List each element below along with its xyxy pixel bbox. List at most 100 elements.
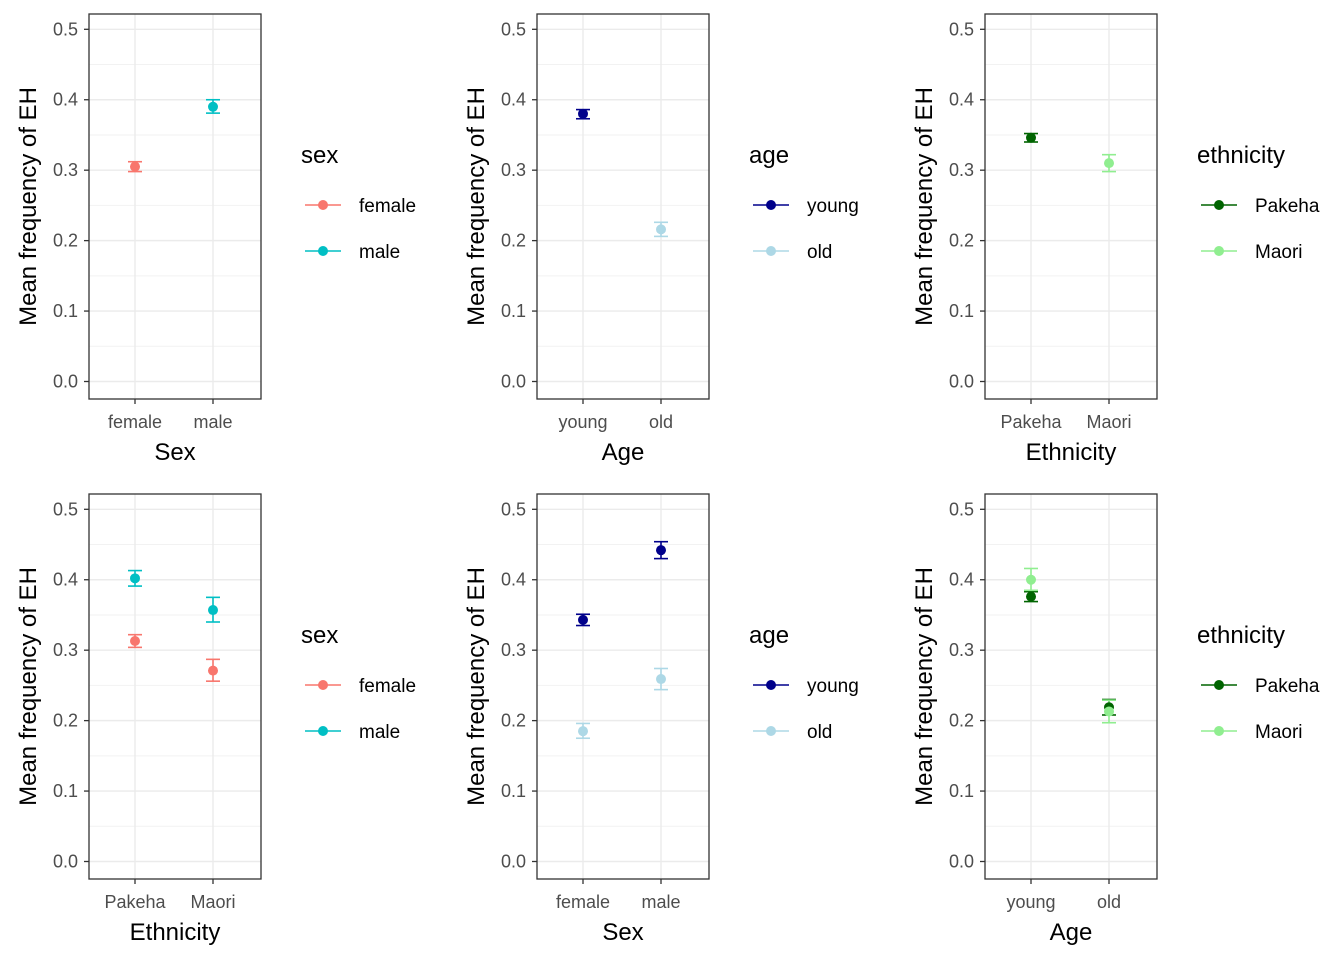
y-tick-label: 0.1 [501, 301, 526, 321]
legend-title: age [749, 142, 789, 169]
x-axis-title: Ethnicity [130, 919, 221, 946]
y-tick-label: 0.0 [949, 852, 974, 872]
y-tick-label: 0.5 [53, 499, 78, 519]
legend-title: sex [301, 622, 338, 649]
panel-border [88, 13, 262, 400]
y-tick-label: 0.0 [949, 372, 974, 392]
y-tick-label: 0.3 [53, 640, 78, 660]
y-tick-label: 0.2 [501, 231, 526, 251]
y-axis-title: Mean frequency of EH [911, 567, 938, 806]
legend-key-point-old [766, 726, 776, 736]
point-male-Maori [208, 605, 218, 616]
y-tick-label: 0.3 [501, 640, 526, 660]
y-tick-label: 0.5 [501, 499, 526, 519]
point-young-female [578, 614, 588, 625]
y-tick-label: 0.2 [949, 711, 974, 731]
panel-border [536, 493, 710, 880]
point-Pakeha-young [1026, 591, 1036, 602]
y-tick-label: 0.3 [949, 160, 974, 180]
point-male-male [208, 101, 218, 112]
y-tick-label: 0.4 [53, 90, 78, 110]
x-tick-label: old [1097, 892, 1121, 912]
y-axis-title: Mean frequency of EH [463, 87, 490, 326]
y-tick-label: 0.5 [501, 19, 526, 39]
legend-key-point-Pakeha [1214, 200, 1224, 210]
y-tick-label: 0.0 [501, 372, 526, 392]
legend-label-Pakeha: Pakeha [1255, 676, 1320, 697]
x-tick-label: young [558, 412, 607, 432]
legend-key-point-female [318, 680, 328, 690]
y-tick-label: 0.1 [501, 781, 526, 801]
x-tick-label: Maori [190, 892, 235, 912]
y-tick-label: 0.0 [501, 852, 526, 872]
y-tick-label: 0.0 [53, 852, 78, 872]
legend-label-young: young [807, 676, 859, 697]
y-tick-label: 0.1 [53, 301, 78, 321]
x-tick-label: male [641, 892, 680, 912]
legend-label-Pakeha: Pakeha [1255, 196, 1320, 217]
panel-border [984, 493, 1158, 880]
point-old-male [656, 674, 666, 685]
legend-label-young: young [807, 196, 859, 217]
legend-label-old: old [807, 722, 832, 743]
y-tick-label: 0.5 [949, 19, 974, 39]
x-tick-label: female [108, 412, 162, 432]
y-axis-title: Mean frequency of EH [15, 87, 42, 326]
point-old-old [656, 224, 666, 235]
x-axis-title: Age [602, 439, 645, 466]
y-tick-label: 0.0 [53, 372, 78, 392]
panel-border [536, 13, 710, 400]
x-tick-label: young [1006, 892, 1055, 912]
legend-key-point-Maori [1214, 726, 1224, 736]
legend-label-male: male [359, 722, 400, 743]
y-tick-label: 0.4 [949, 570, 974, 590]
y-tick-label: 0.1 [949, 301, 974, 321]
x-tick-label: old [649, 412, 673, 432]
y-tick-label: 0.4 [501, 570, 526, 590]
y-tick-label: 0.5 [949, 499, 974, 519]
y-axis-title: Mean frequency of EH [911, 87, 938, 326]
legend-label-old: old [807, 242, 832, 263]
point-Pakeha-Pakeha [1026, 132, 1036, 143]
y-tick-label: 0.2 [501, 711, 526, 731]
point-old-female [578, 726, 588, 737]
point-young-male [656, 545, 666, 556]
panel-3: 0.0 0.1 0.2 0.3 0.4 0.5 Pakeha Maori Ethnicity Me… [911, 13, 1320, 466]
point-female-Pakeha [130, 636, 140, 647]
x-tick-label: Pakeha [1000, 412, 1062, 432]
y-tick-label: 0.3 [53, 160, 78, 180]
point-Maori-young [1026, 574, 1036, 585]
legend-key-point-old [766, 246, 776, 256]
legend-key-point-male [318, 246, 328, 256]
point-female-female [130, 161, 140, 172]
legend-title: sex [301, 142, 338, 169]
y-tick-label: 0.4 [949, 90, 974, 110]
y-tick-label: 0.5 [53, 19, 78, 39]
y-axis-title: Mean frequency of EH [15, 567, 42, 806]
x-tick-label: male [193, 412, 232, 432]
x-tick-label: female [556, 892, 610, 912]
x-axis-title: Age [1050, 919, 1093, 946]
y-tick-label: 0.1 [949, 781, 974, 801]
y-tick-label: 0.1 [53, 781, 78, 801]
point-Maori-Maori [1104, 158, 1114, 169]
point-female-Maori [208, 665, 218, 676]
y-tick-label: 0.3 [949, 640, 974, 660]
x-tick-label: Maori [1086, 412, 1131, 432]
legend-label-female: female [359, 676, 416, 697]
y-tick-label: 0.3 [501, 160, 526, 180]
panel-border [984, 13, 1158, 400]
legend-key-point-male [318, 726, 328, 736]
legend-key-point-female [318, 200, 328, 210]
panel-5: 0.0 0.1 0.2 0.3 0.4 0.5 female male Sex Mean freq… [463, 493, 859, 946]
point-young-young [578, 108, 588, 119]
legend-label-Maori: Maori [1255, 242, 1303, 263]
legend-key-point-young [766, 680, 776, 690]
legend-label-male: male [359, 242, 400, 263]
legend-key-point-Maori [1214, 246, 1224, 256]
legend-title: age [749, 622, 789, 649]
legend-key-point-young [766, 200, 776, 210]
panel-1: 0.0 0.1 0.2 0.3 0.4 0.5 female male Sex Mean freq… [15, 13, 416, 466]
